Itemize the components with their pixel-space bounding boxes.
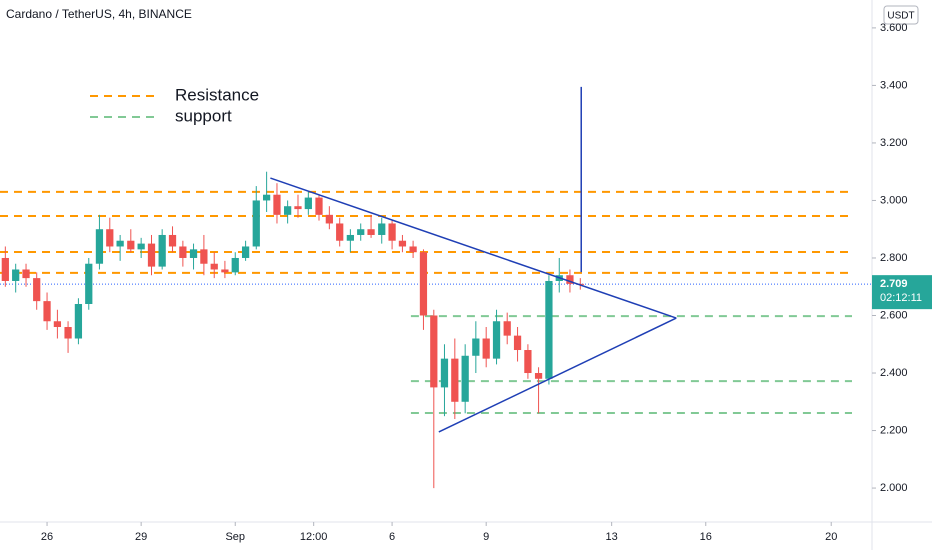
y-tick-label: 3.000	[880, 194, 908, 206]
candle-body	[168, 234, 177, 247]
candle-body	[179, 246, 187, 258]
y-tick-label: 2.400	[880, 367, 908, 379]
candle-body	[325, 214, 333, 224]
trendline	[270, 177, 677, 319]
candle-body	[221, 269, 229, 273]
candle-body	[492, 321, 501, 359]
candle-body	[304, 197, 312, 210]
x-tick-label: 12:00	[300, 531, 328, 543]
candle-body	[106, 229, 114, 247]
candle-body	[357, 229, 365, 235]
candle-body	[440, 358, 449, 388]
legend-label: support	[175, 106, 232, 125]
candle-body	[43, 301, 51, 322]
candle-body	[53, 321, 62, 328]
candle-body	[545, 280, 553, 379]
x-tick-label: 20	[825, 531, 837, 543]
candle-body	[398, 240, 407, 247]
candle-body	[189, 249, 198, 258]
candle-body	[127, 240, 135, 250]
legend-label: Resistance	[175, 85, 259, 104]
candle-body	[241, 246, 250, 258]
candle-body	[231, 257, 239, 273]
x-tick-label: 9	[483, 531, 489, 543]
y-tick-label: 2.200	[880, 424, 908, 436]
x-tick-label: 16	[700, 531, 712, 543]
candle-body	[95, 229, 104, 264]
candle-body	[419, 252, 428, 316]
candle-body	[524, 350, 532, 374]
candle-body	[503, 321, 511, 336]
candle-body	[378, 223, 386, 235]
candle-body	[252, 200, 260, 247]
candle-body	[64, 327, 72, 339]
candle-body	[147, 243, 156, 267]
x-tick-label: Sep	[225, 531, 245, 543]
candle-body	[33, 278, 41, 302]
candle-body	[294, 206, 302, 210]
candle-body	[451, 358, 459, 402]
countdown-label: 02:12:11	[880, 292, 922, 304]
trendline	[438, 317, 677, 433]
y-tick-label: 2.600	[880, 309, 908, 321]
last-price-box	[872, 275, 932, 310]
candle-body	[367, 229, 375, 235]
candle-body	[12, 269, 20, 281]
candle-body	[534, 373, 543, 379]
y-tick-label: 2.000	[880, 482, 908, 494]
x-tick-label: 13	[606, 531, 618, 543]
y-tick-label: 3.600	[880, 22, 908, 34]
candle-body	[430, 315, 438, 388]
candle-body	[200, 249, 208, 264]
candle-body	[461, 355, 469, 402]
currency-box[interactable]	[883, 5, 919, 25]
candle-body	[137, 243, 145, 250]
currency-label[interactable]: USDT	[887, 11, 914, 22]
candle-body	[566, 275, 574, 284]
candle-body	[116, 240, 124, 247]
chart-title: Cardano / TetherUS, 4h, BINANCE	[6, 7, 192, 21]
candle-body	[482, 338, 490, 359]
candle-body	[315, 197, 323, 215]
candle-body	[85, 263, 93, 304]
candle-body	[210, 263, 218, 270]
y-tick-label: 3.200	[880, 137, 908, 149]
candle-body	[262, 194, 271, 201]
candle-body	[472, 338, 480, 356]
x-tick-label: 29	[135, 531, 147, 543]
x-tick-label: 6	[389, 531, 395, 543]
candle-body	[409, 246, 417, 253]
candle-body	[1, 257, 9, 281]
candle-body	[336, 223, 344, 241]
candle-body	[513, 335, 522, 351]
candle-body	[388, 223, 396, 241]
candle-body	[273, 194, 281, 215]
candle-body	[22, 269, 30, 279]
candle-body	[74, 303, 83, 339]
y-tick-label: 3.400	[880, 79, 908, 91]
x-tick-label: 26	[41, 531, 53, 543]
candle-body	[284, 206, 292, 215]
candle-body	[346, 234, 354, 241]
y-tick-label: 2.800	[880, 252, 908, 264]
last-price-label: 2.709	[880, 278, 908, 290]
candle-body	[158, 234, 166, 267]
